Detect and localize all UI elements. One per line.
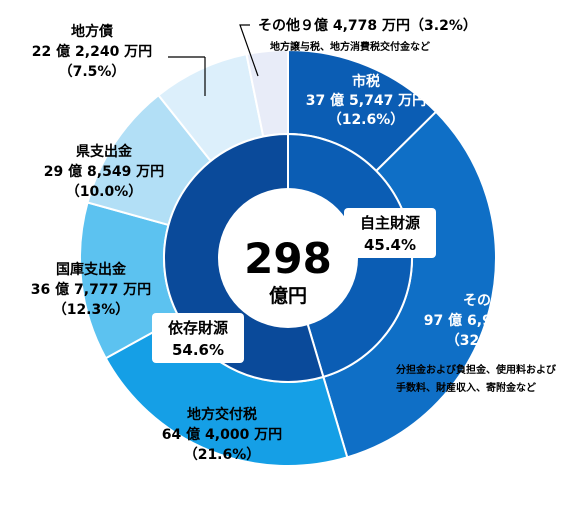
label-sonota: その他 97 億 6,909 万円 （32.8%）	[424, 292, 544, 349]
label-sonota-name: その他	[463, 292, 505, 309]
label-chihousai-name: 地方債	[71, 23, 113, 40]
label-chihoukoufuzei: 地方交付税 64 億 4,000 万円 （21.6%）	[162, 406, 282, 463]
label-chihousai-amount: 22 億 2,240 万円	[32, 43, 152, 60]
label-sonota-small-note: 地方譲与税、地方消費税交付金など	[270, 40, 430, 53]
label-kenshishutsukin-amount: 29 億 8,549 万円	[44, 163, 164, 180]
label-sonota-percent: （32.8%）	[446, 333, 523, 349]
label-sonota-note-line2: 手数料、財産収入、寄附金など	[396, 381, 536, 394]
leader-line-sonota-small	[239, 24, 259, 77]
label-kokkoshishutsukin: 国庫支出金 36 億 7,777 万円 （12.3%）	[31, 261, 151, 318]
label-chihoukoufuzei-name: 地方交付税	[187, 406, 257, 423]
label-jishuzaigen-name: 自主財源	[360, 214, 420, 232]
center-circle	[218, 188, 358, 328]
label-chihoukoufuzei-percent: （21.6%）	[184, 447, 261, 463]
label-jishuzaigen-box	[344, 208, 436, 258]
label-jishuzaigen: 自主財源 45.4%	[344, 208, 436, 258]
label-chihousai-percent: （7.5%）	[59, 64, 126, 80]
label-chihousai: 地方債 22 億 2,240 万円 （7.5%）	[32, 23, 152, 80]
label-kokkoshishutsukin-amount: 36 億 7,777 万円	[31, 281, 151, 298]
label-izonzaigen-box	[152, 313, 244, 363]
label-sonota-amount: 97 億 6,909 万円	[424, 312, 544, 329]
label-kenshishutsukin: 県支出金 29 億 8,549 万円 （10.0%）	[44, 143, 164, 200]
center-total-value: 298	[244, 234, 332, 283]
label-shizei: 市税 37 億 5,747 万円 （12.6%）	[306, 73, 426, 128]
center-total-unit: 億円	[269, 284, 307, 307]
label-izonzaigen-name: 依存財源	[168, 319, 228, 337]
label-sonota-note-line1: 分担金および負担金、使用料および	[396, 363, 556, 376]
label-kokkoshishutsukin-percent: （12.3%）	[53, 302, 130, 318]
label-jishuzaigen-percent: 45.4%	[364, 236, 416, 254]
label-sonota-note: 分担金および負担金、使用料および 手数料、財産収入、寄附金など	[396, 363, 556, 394]
label-kenshishutsukin-name: 県支出金	[76, 143, 133, 160]
label-shizei-name: 市税	[352, 73, 380, 90]
label-sonota-small: その他９億 4,778 万円（3.2%） 地方譲与税、地方消費税交付金など	[258, 17, 477, 53]
label-shizei-percent: （12.6%）	[328, 112, 405, 128]
label-izonzaigen: 依存財源 54.6%	[152, 313, 244, 363]
label-kokkoshishutsukin-name: 国庫支出金	[56, 261, 127, 278]
label-kenshishutsukin-percent: （10.0%）	[66, 184, 143, 200]
label-chihoukoufuzei-amount: 64 億 4,000 万円	[162, 426, 282, 443]
label-izonzaigen-percent: 54.6%	[172, 341, 224, 359]
label-sonota-small-name: その他９億 4,778 万円（3.2%）	[258, 17, 477, 34]
label-shizei-amount: 37 億 5,747 万円	[306, 92, 426, 109]
